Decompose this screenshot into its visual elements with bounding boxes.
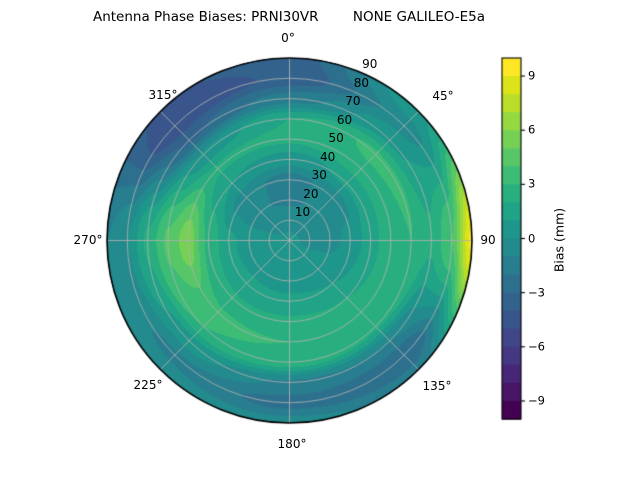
colorbar-tick-label: 0 [528,230,536,245]
radial-tick-label: 70 [345,94,361,109]
theta-tick-label: 315° [148,88,178,102]
chart-title: Antenna Phase Biases: PRNI30VR NONE GALI… [92,9,486,25]
radial-tick-label: 60 [336,112,353,127]
radial-tick-label: 40 [320,149,336,164]
colorbar-tick-label: 6 [528,122,536,137]
colorbar-tick-label: −6 [528,339,545,354]
theta-tick-label: 270° [73,233,103,247]
colorbar-tick-label: −9 [528,393,545,408]
theta-tick-label: 180° [277,437,307,451]
radial-tick-label: 10 [294,205,311,220]
colorbar-tick-label: 3 [528,176,536,191]
theta-tick-label: 225° [133,378,163,392]
radial-tick-label: 90 [362,57,378,72]
radial-tick-label: 50 [328,131,344,146]
radial-tick-label: 80 [353,75,369,90]
radial-tick-label: 20 [303,186,319,201]
theta-tick-label: 45° [432,89,454,103]
colorbar-axis-label: Bias (mm) [551,207,567,273]
colorbar-tick-label: 9 [528,68,536,83]
theta-tick-label: 135° [422,379,452,393]
radial-tick-label: 30 [311,168,327,183]
theta-tick-label: 90 [480,233,496,247]
colorbar-tick-label: −3 [528,284,545,299]
theta-tick-label: 0° [281,31,295,45]
